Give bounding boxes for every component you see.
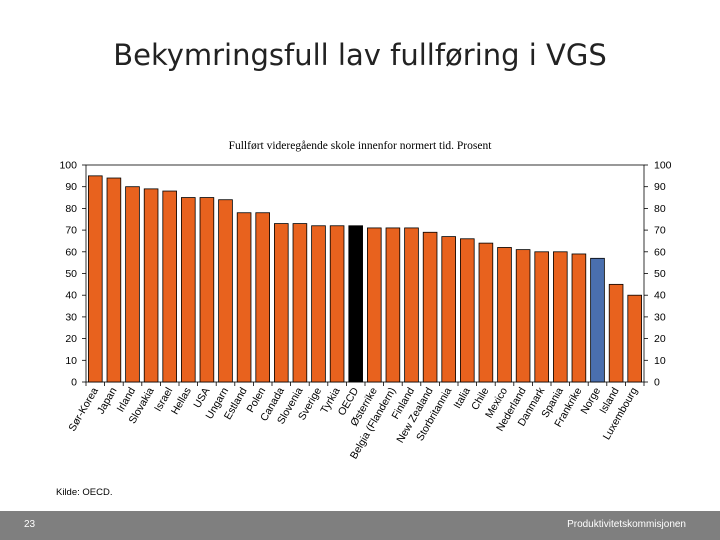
- bar-storbritannia: [441, 236, 456, 383]
- bar-luxembourg: [627, 294, 642, 383]
- bar-norge: [590, 257, 605, 383]
- y-tick-label-left: 100: [59, 160, 77, 172]
- bar-hellas: [181, 197, 196, 383]
- bar-estland: [236, 212, 252, 383]
- y-tick-label-right: 30: [654, 311, 666, 323]
- y-tick-label-left: 50: [65, 268, 77, 280]
- brand-name: Produktivitetskommisjonen: [567, 519, 686, 530]
- y-tick-label-left: 10: [65, 355, 77, 367]
- bar-usa: [199, 197, 215, 383]
- category-labels: Sør-KoreaJapanIrlandSlovakiaIsraelHellas…: [66, 385, 640, 461]
- bar-danmark: [534, 251, 549, 383]
- bar-oecd: [348, 225, 363, 383]
- y-tick-label-left: 0: [71, 377, 77, 389]
- y-tick-label-left: 40: [65, 290, 77, 302]
- bar-irland: [125, 186, 140, 383]
- bar-canada: [274, 223, 289, 383]
- y-tick-label-right: 100: [654, 160, 672, 172]
- y-tick-label-left: 30: [65, 311, 77, 323]
- chart-title: Fullført videregående skole innenfor nor…: [228, 140, 492, 152]
- bar-chart: 0 0 10 10 20 20 30 30 40 40 50 50 60 60 70 70 80 80 90 90 10…: [59, 160, 671, 462]
- bar-japan: [106, 177, 122, 383]
- chart-axes: 0 0 10 10 20 20 30 30 40 40 50 50 60 60 70 70 80 80 90 90 10…: [59, 160, 671, 389]
- y-tick-label-left: 20: [65, 333, 77, 345]
- bar-italia: [460, 238, 475, 383]
- y-tick-label-right: 70: [654, 225, 666, 237]
- page-number: 23: [24, 519, 36, 530]
- bar-island: [608, 283, 624, 383]
- y-tick-label-left: 90: [65, 181, 77, 193]
- chart-bars: [88, 175, 642, 383]
- y-tick-label-right: 20: [654, 333, 666, 345]
- bar-spania: [553, 251, 568, 383]
- bar-frankrike: [571, 253, 587, 383]
- y-tick-label-left: 70: [65, 225, 77, 237]
- y-tick-label-right: 10: [654, 355, 666, 367]
- slide-title: Bekymringsfull lav fullføring i VGS: [113, 38, 607, 72]
- bar-slovenia: [292, 223, 308, 383]
- y-tick-label-right: 0: [654, 377, 660, 389]
- bar-chile: [478, 242, 494, 383]
- bar-tyrkia: [329, 225, 345, 383]
- bar-slovakia: [143, 188, 159, 383]
- y-tick-label-left: 80: [65, 203, 77, 215]
- bar-ungarn: [218, 199, 233, 383]
- bar-sverige: [311, 225, 326, 383]
- y-tick-label-right: 80: [654, 203, 666, 215]
- bar-polen: [255, 212, 270, 383]
- y-tick-label-right: 60: [654, 246, 666, 258]
- bar-østerrike: [367, 227, 382, 383]
- y-tick-label-right: 50: [654, 268, 666, 280]
- y-tick-label-right: 40: [654, 290, 666, 302]
- footer-bar: 23 Produktivitetskommisjonen: [0, 511, 720, 540]
- bar-mexico: [497, 247, 512, 383]
- category-label: Japan: [95, 385, 120, 416]
- bar-sør-korea: [88, 175, 103, 383]
- bar-finland: [404, 227, 419, 383]
- bar-israel: [162, 190, 177, 383]
- source-note: Kilde: OECD.: [56, 487, 113, 498]
- y-tick-label-right: 90: [654, 181, 666, 193]
- bar-nederland: [515, 249, 531, 383]
- bar-belgia-flandern-: [385, 227, 401, 383]
- y-tick-label-left: 60: [65, 246, 77, 258]
- bar-new-zealand: [422, 231, 438, 383]
